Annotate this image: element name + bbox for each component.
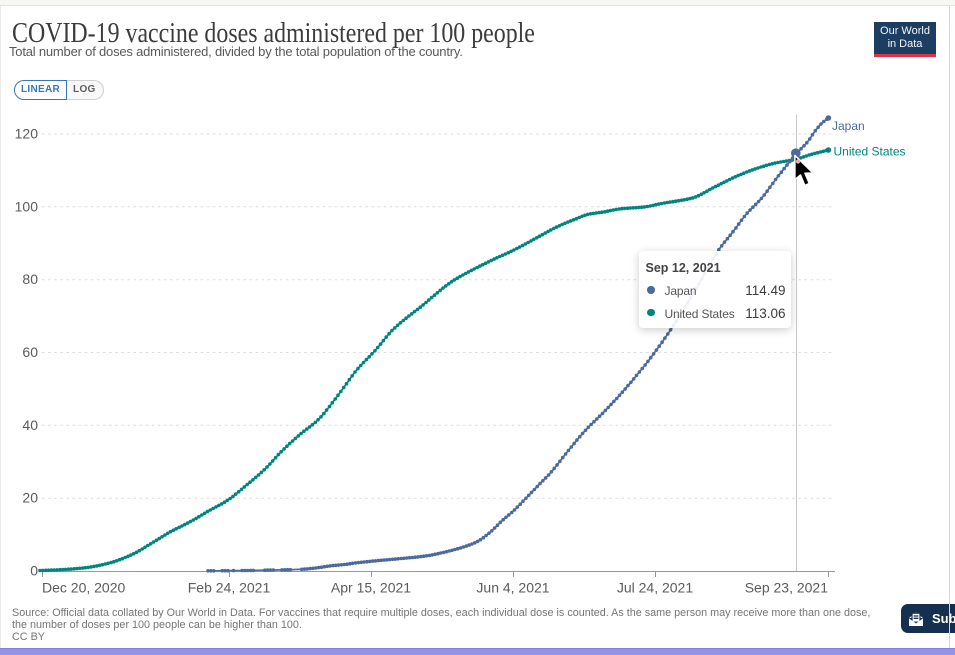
svg-text:United States: United States xyxy=(834,145,906,159)
svg-text:40: 40 xyxy=(22,417,38,433)
svg-text:120: 120 xyxy=(15,126,39,142)
svg-text:Feb 24, 2021: Feb 24, 2021 xyxy=(188,580,271,596)
svg-text:80: 80 xyxy=(22,271,38,287)
svg-text:Jun 4, 2021: Jun 4, 2021 xyxy=(476,580,549,596)
svg-text:Jul 24, 2021: Jul 24, 2021 xyxy=(617,580,693,596)
svg-text:20: 20 xyxy=(22,490,38,506)
svg-text:Dec 20, 2020: Dec 20, 2020 xyxy=(42,580,125,596)
svg-text:Apr 15, 2021: Apr 15, 2021 xyxy=(331,580,411,596)
svg-text:60: 60 xyxy=(22,344,38,360)
svg-text:100: 100 xyxy=(15,198,39,214)
svg-text:0: 0 xyxy=(30,563,38,579)
svg-text:Japan: Japan xyxy=(832,119,865,133)
svg-text:Sep 23, 2021: Sep 23, 2021 xyxy=(745,580,829,596)
